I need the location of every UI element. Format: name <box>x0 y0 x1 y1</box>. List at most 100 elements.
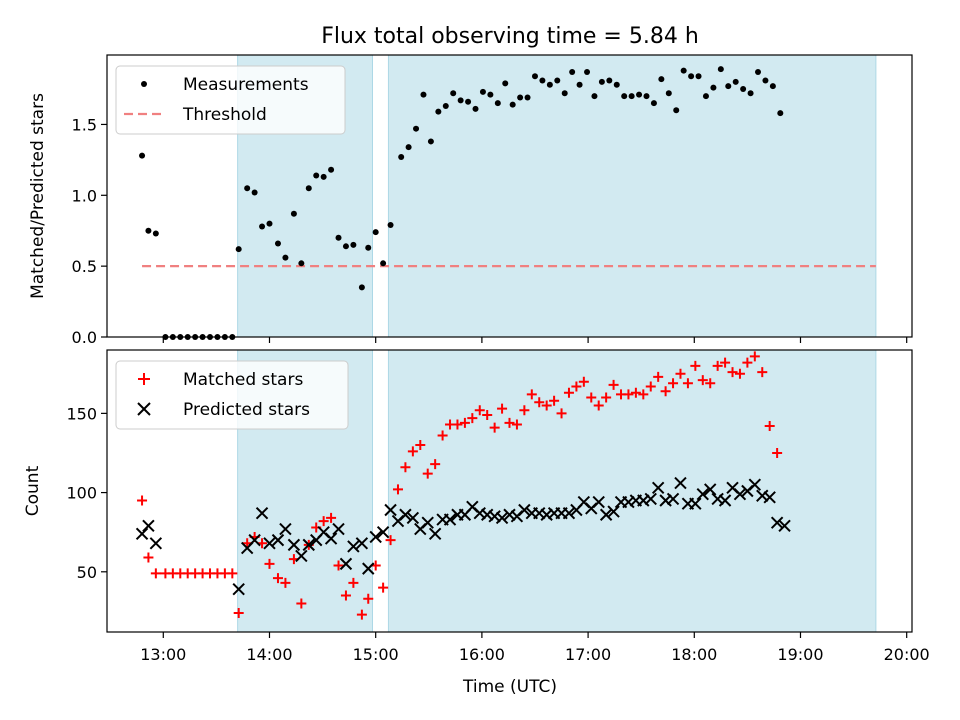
data-point <box>399 508 412 521</box>
data-point <box>606 77 613 84</box>
data-point <box>755 69 762 76</box>
data-point <box>369 530 382 544</box>
data-point <box>342 243 349 250</box>
data-point <box>772 447 783 458</box>
data-point <box>636 91 643 98</box>
data-point <box>372 229 379 236</box>
data-point <box>495 511 509 525</box>
data-point <box>295 549 308 563</box>
data-point <box>712 360 723 371</box>
data-point <box>504 417 515 428</box>
data-point <box>704 483 717 496</box>
data-point <box>592 495 605 509</box>
data-point <box>680 67 687 74</box>
data-point <box>519 405 530 416</box>
data-point <box>628 93 635 100</box>
data-point <box>718 494 732 507</box>
data-point <box>421 516 434 529</box>
data-point <box>608 379 619 390</box>
data-point <box>350 241 357 248</box>
x-tick-label: 17:00 <box>565 645 611 664</box>
data-point <box>290 210 297 217</box>
data-point <box>682 378 693 389</box>
data-point <box>748 478 762 491</box>
data-point <box>720 357 731 368</box>
data-point <box>497 403 508 414</box>
data-point <box>653 371 664 382</box>
data-point <box>742 357 753 368</box>
data-point <box>607 505 620 518</box>
data-point <box>365 244 372 251</box>
x-tick-label: 14:00 <box>246 645 292 664</box>
data-point <box>509 101 516 108</box>
data-point <box>770 516 784 529</box>
data-point <box>569 69 576 76</box>
data-point <box>332 522 345 536</box>
data-point <box>690 360 701 371</box>
data-point <box>274 240 281 247</box>
data-point <box>232 583 245 596</box>
data-point <box>467 413 478 424</box>
data-point <box>362 562 375 575</box>
data-point <box>623 389 634 400</box>
data-point <box>266 220 273 227</box>
data-point <box>358 284 365 291</box>
data-point <box>149 537 163 550</box>
data-point <box>503 508 516 521</box>
data-point <box>546 81 553 88</box>
data-point <box>524 94 531 101</box>
data-point <box>251 189 258 196</box>
data-point <box>591 93 598 100</box>
data-point <box>534 397 545 408</box>
legend-label: Matched stars <box>183 370 303 390</box>
data-point <box>398 154 405 161</box>
data-point <box>363 593 374 604</box>
data-point <box>769 83 776 90</box>
data-point <box>711 492 724 506</box>
data-point <box>502 80 509 87</box>
data-point <box>487 91 494 98</box>
data-point <box>531 73 538 80</box>
data-point <box>630 387 641 398</box>
legend-box <box>115 65 346 135</box>
data-point <box>749 351 760 362</box>
data-point <box>556 408 567 419</box>
y-tick-label: 1.5 <box>72 115 97 134</box>
data-point <box>356 609 367 620</box>
x-tick-label: 16:00 <box>459 645 505 664</box>
data-point <box>227 568 238 579</box>
legend-marker-plus <box>138 373 150 385</box>
data-point <box>540 508 553 521</box>
data-point <box>142 519 155 533</box>
data-point <box>665 90 672 97</box>
data-point <box>660 386 671 397</box>
data-point <box>637 494 650 507</box>
data-point <box>406 511 420 525</box>
data-point <box>651 481 665 495</box>
data-point <box>511 419 522 430</box>
data-point <box>457 97 464 104</box>
data-point <box>302 538 315 552</box>
data-point <box>378 582 389 593</box>
data-point <box>733 487 747 501</box>
data-point <box>727 367 738 378</box>
data-point <box>347 540 360 553</box>
data-point <box>763 491 776 504</box>
data-point <box>638 389 649 400</box>
data-point <box>420 91 427 98</box>
y-tick-label: 150 <box>66 404 97 423</box>
data-point <box>675 368 686 379</box>
data-point <box>526 389 537 400</box>
data-point <box>235 246 242 253</box>
data-point <box>135 527 149 540</box>
data-point <box>279 522 292 536</box>
data-point <box>601 392 612 403</box>
data-point <box>740 86 747 93</box>
data-point <box>710 84 717 91</box>
data-point <box>255 506 269 520</box>
data-point <box>747 90 754 97</box>
data-point <box>658 76 665 83</box>
data-point <box>430 459 441 470</box>
data-point <box>305 185 312 192</box>
y-tick-label: 0.0 <box>72 328 97 347</box>
